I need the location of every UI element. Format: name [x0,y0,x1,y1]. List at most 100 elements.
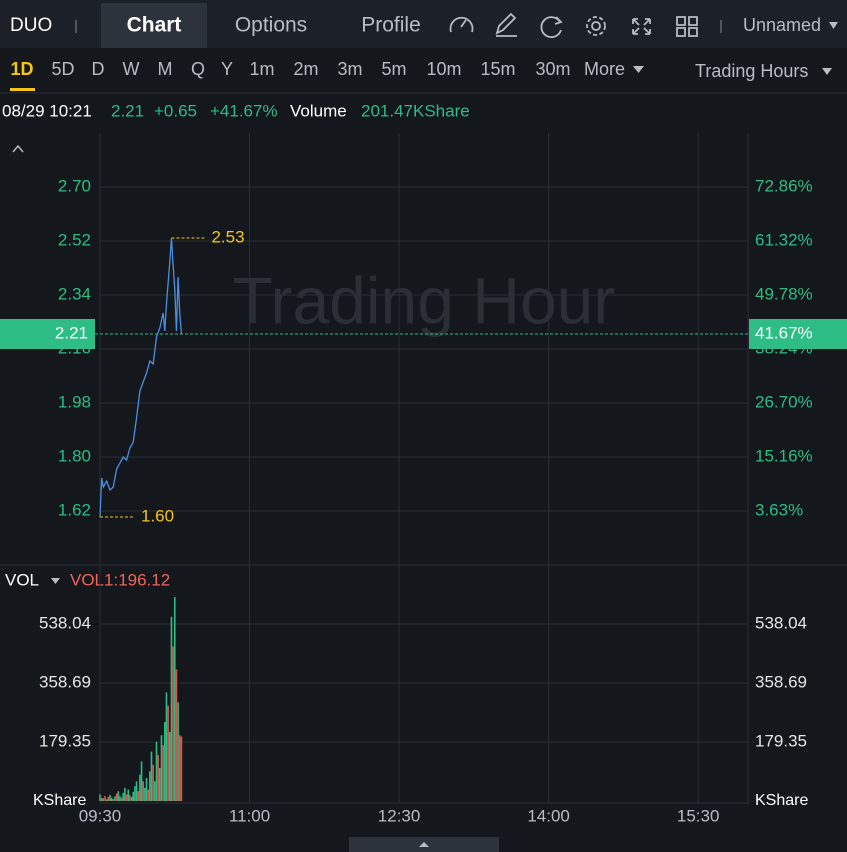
collapse-icon[interactable] [12,144,24,153]
speed-icon[interactable] [449,16,474,33]
y2-tick-label: 61.32% [755,230,813,249]
volume-bar [177,702,179,801]
period-underline [10,88,35,91]
volume-bar [109,795,111,801]
x-tick-label: 14:00 [527,806,570,825]
y-tick-label: 2.52 [58,230,91,249]
period[interactable]: 10m [426,59,461,79]
vol-unit: KShare [33,792,86,809]
refresh-icon[interactable] [540,16,563,39]
more[interactable]: More [584,59,625,79]
volume-bar [152,764,154,801]
period[interactable]: 2m [293,59,318,79]
volume-bar [147,789,149,801]
tab[interactable]: Chart [127,14,182,37]
settings-icon[interactable] [591,21,601,31]
y-tick-label: 179.35 [755,731,807,750]
period[interactable]: Y [221,59,233,79]
volume-bar [137,791,140,801]
volume-bar [170,616,173,801]
last-price-box [0,319,95,349]
volume-bar [100,797,103,801]
x-tick-label: 15:30 [677,806,720,825]
last-pct-label: 41.67% [755,323,813,342]
volume-bar [162,745,164,801]
dropdown-arrow [829,22,838,29]
volume-bar [104,796,106,801]
session[interactable]: Trading Hours [695,61,808,81]
quote-change: +0.65 [154,101,197,120]
volume-bar [135,781,138,801]
volume-bar [124,787,126,801]
period[interactable]: 1m [249,59,274,79]
period[interactable]: 30m [535,59,570,79]
y2-tick-label: 3.63% [755,500,803,519]
layout-icon[interactable] [676,16,698,37]
vol-indicator: VOL1:196.12 [70,570,170,589]
volume-bar [105,799,108,801]
volume-bar [119,796,121,801]
period[interactable]: 3m [337,59,362,79]
period[interactable]: 1D [10,59,33,79]
fullscreen-icon[interactable] [632,18,651,35]
volume-bar [139,774,141,801]
volume-bar [112,799,115,801]
settings-icon[interactable] [586,16,606,36]
volume-bar [142,781,144,801]
volume-bar [132,791,135,801]
vol-unit: KShare [755,792,808,809]
volume-bar [149,771,151,801]
volume-bar [114,796,116,801]
y-tick-label: 1.62 [58,500,91,519]
y-tick-label: 1.80 [58,446,91,465]
volume-bar [130,797,133,801]
quote-change-pct: +41.67% [210,101,278,120]
period[interactable]: D [92,59,105,79]
volume-bar [167,705,169,801]
period[interactable]: 15m [480,59,515,79]
quote-time: 08/29 10:21 [2,101,92,120]
dropdown-arrow [633,66,644,73]
volume-bar [102,798,105,801]
volume-bar [160,735,163,801]
period[interactable]: 5m [381,59,406,79]
y-tick-label: 2.34 [58,284,91,303]
tab[interactable]: Profile [361,14,421,37]
volume-bar [125,794,128,801]
watermark: Trading Hour [233,263,616,337]
edit-icon[interactable] [495,12,517,37]
volume-bar [127,789,130,801]
x-tick-label: 11:00 [229,806,270,825]
quote-price: 2.21 [111,101,144,120]
volume-bar [178,735,181,801]
volume-bar [107,797,110,801]
x-tick-label: 09:30 [79,806,122,825]
price-line [99,237,183,518]
tab[interactable]: Options [235,14,307,37]
volume-bar [180,736,183,801]
layout-name[interactable]: Unnamed [743,15,821,35]
y-tick-label: 358.69 [39,672,91,691]
period[interactable]: Q [191,59,205,79]
y2-tick-label: 72.86% [755,176,813,195]
volume-bar [154,781,156,801]
volume-bar [117,791,120,801]
period[interactable]: W [123,59,140,79]
handle-arrow [419,842,429,847]
volume-bar [120,797,123,801]
volume-bar [150,751,153,801]
low-label: 1.60 [141,506,174,525]
volume-bar [115,793,118,801]
period[interactable]: M [158,59,173,79]
volume-bar [99,794,101,801]
volume-bar [173,597,176,801]
y-tick-label: 538.04 [755,613,807,632]
quote-volume: 201.47KShare [361,101,470,120]
symbol[interactable]: DUO [10,15,52,36]
volume-bar [155,741,158,801]
period[interactable]: 5D [51,59,74,79]
y2-tick-label: 26.70% [755,393,813,412]
volume-bar [157,754,159,801]
